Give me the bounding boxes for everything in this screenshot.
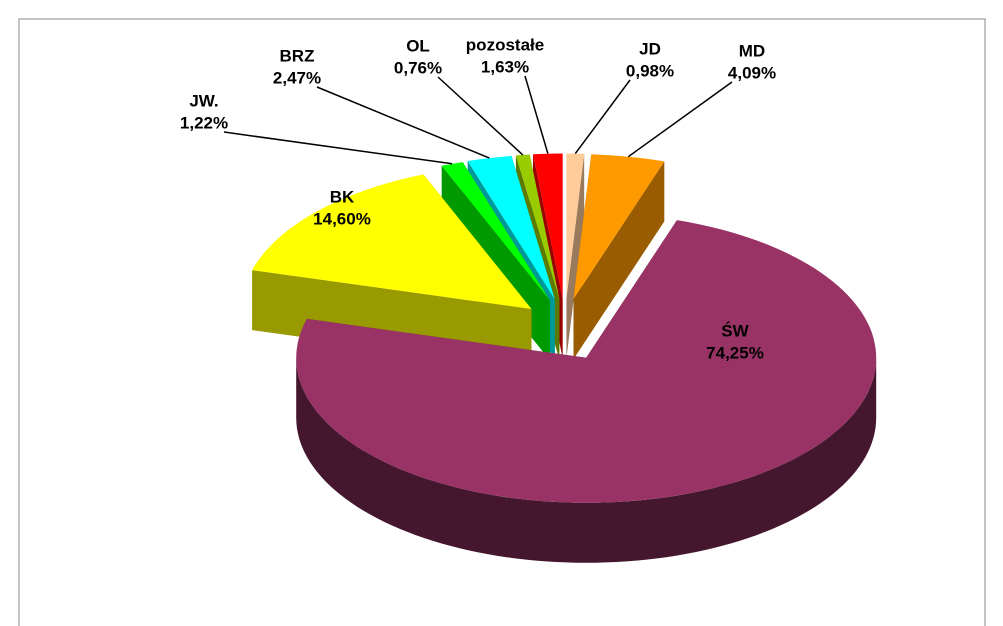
slice-label: BRZ xyxy=(280,46,315,65)
value-label: 74,25% xyxy=(706,343,764,362)
slice xyxy=(533,153,563,299)
slice xyxy=(573,154,665,300)
slice-label: OL xyxy=(406,36,430,55)
leader-line xyxy=(574,79,631,155)
slice-label: BK xyxy=(330,187,355,206)
value-label: 2,47% xyxy=(273,68,321,87)
slice xyxy=(252,174,532,309)
value-label: 1,22% xyxy=(180,113,228,132)
slice xyxy=(467,155,555,300)
value-label: 1,63% xyxy=(481,57,529,76)
slice-wall xyxy=(296,357,877,563)
value-label: 0,76% xyxy=(394,58,442,77)
value-label: 4,09% xyxy=(728,63,776,82)
leader-line xyxy=(223,131,453,165)
slice xyxy=(441,162,550,301)
slice xyxy=(515,154,560,299)
leader-line xyxy=(524,75,549,154)
slice-label: MD xyxy=(739,41,765,60)
slice-label: JW. xyxy=(189,91,218,110)
value-label: 14,60% xyxy=(313,209,371,228)
leader-line xyxy=(627,81,733,158)
slice xyxy=(566,153,585,299)
slice xyxy=(296,220,877,503)
leader-line xyxy=(437,76,524,156)
slice-label: ŚW xyxy=(721,321,749,340)
slice-side xyxy=(573,161,665,360)
slice-side xyxy=(566,153,585,359)
leader-line xyxy=(316,86,490,159)
slice-label: JD xyxy=(639,39,661,58)
slice-label: pozostałe xyxy=(466,35,544,54)
value-label: 0,98% xyxy=(626,61,674,80)
